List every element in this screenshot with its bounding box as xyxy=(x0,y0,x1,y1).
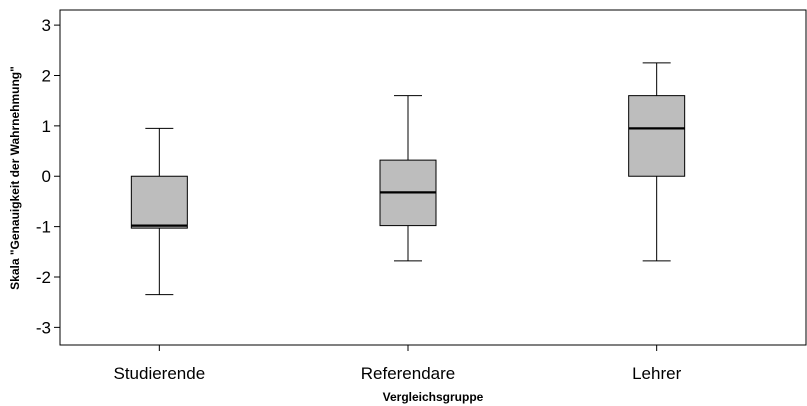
y-tick-label: 2 xyxy=(42,66,51,85)
box-studierende xyxy=(130,127,188,296)
y-tick-label: 3 xyxy=(42,16,51,35)
boxes xyxy=(130,62,686,296)
x-tick-label: Referendare xyxy=(361,364,456,383)
x-tick-label: Lehrer xyxy=(632,364,681,383)
x-tick-label: Studierende xyxy=(113,364,205,383)
box-iqr xyxy=(628,95,686,177)
box-lehrer xyxy=(628,62,686,262)
y-tick-label: -1 xyxy=(36,218,51,237)
y-tick-label: -2 xyxy=(36,268,51,287)
y-axis-title: Skala "Genauigkeit der Wahrnehmung" xyxy=(8,66,22,290)
y-tick-label: 0 xyxy=(42,167,51,186)
plot-frame xyxy=(59,9,807,346)
x-axis: Studierende Referendare Lehrer xyxy=(113,345,682,383)
y-axis: 3 2 1 0 -1 -2 -3 xyxy=(36,16,60,337)
box-iqr xyxy=(130,175,188,229)
y-tick-label: -3 xyxy=(36,318,51,337)
x-axis-title: Vergleichsgruppe xyxy=(383,390,484,404)
box-referendare xyxy=(379,95,437,262)
y-tick-label: 1 xyxy=(42,117,51,136)
